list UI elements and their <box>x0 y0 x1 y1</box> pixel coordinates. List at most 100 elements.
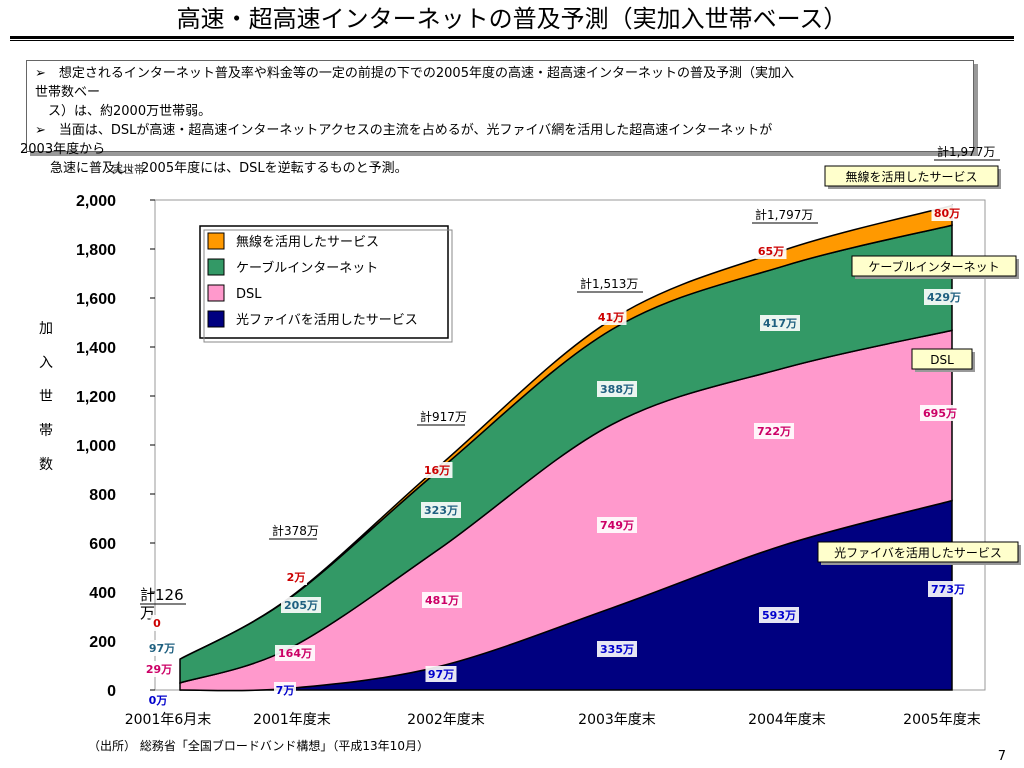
data-label-2: 205万 <box>284 599 318 612</box>
data-label-3: 65万 <box>758 245 784 258</box>
data-label-2: 417万 <box>763 317 797 330</box>
title-rule <box>10 36 1014 39</box>
legend-swatch <box>207 258 225 276</box>
data-label-bg <box>924 289 964 305</box>
data-label-3: 16万 <box>424 464 450 477</box>
data-label-bg <box>920 405 960 421</box>
data-label-2: 97万 <box>149 642 175 655</box>
y-tick-label: 400 <box>89 585 116 602</box>
y-tick-label: 1,800 <box>76 242 116 259</box>
data-label-1: 722万 <box>757 425 791 438</box>
legend-overlap-text: 実世帯 <box>112 162 145 176</box>
data-label-3: 41万 <box>598 311 624 324</box>
legend-shadow <box>203 229 453 343</box>
data-label-1: 481万 <box>425 594 459 607</box>
data-label-2: 429万 <box>927 291 961 304</box>
x-tick-label: 2005年度末 <box>903 712 981 728</box>
title-rule-thin <box>10 40 1014 41</box>
callout-box <box>911 348 973 370</box>
data-label-2: 388万 <box>600 383 634 396</box>
data-label-bg <box>274 682 296 698</box>
y-tick-label: 1,000 <box>76 438 116 455</box>
legend-label: ケーブルインターネット <box>236 260 378 276</box>
y-tick-label: 800 <box>89 487 116 504</box>
callout-box <box>817 541 1019 563</box>
data-label-bg <box>146 640 178 656</box>
legend-label: DSL <box>236 287 262 302</box>
total-label: 計126 <box>140 586 184 604</box>
data-label-0: 335万 <box>600 643 634 656</box>
data-label-bg <box>275 645 315 661</box>
data-label-0: 7万 <box>276 684 295 697</box>
data-label-bg <box>595 309 627 325</box>
page-title: 高速・超高速インターネットの普及予測（実加入世帯ベース） <box>176 5 848 33</box>
data-label-bg <box>143 661 175 677</box>
data-label-bg <box>285 569 307 585</box>
data-label-3: 80万 <box>934 207 960 220</box>
legend-label: 光ファイバを活用したサービス <box>236 313 418 328</box>
callout-3: 光ファイバを活用したサービス <box>834 546 1002 560</box>
data-label-bg <box>597 641 637 657</box>
data-label-bg <box>754 423 794 439</box>
y-tick-label: 1,200 <box>76 389 116 406</box>
data-label-bg <box>147 692 169 708</box>
note-line-1: ➢ 想定されるインターネット普及率や料金等の一定の前提の下での2005年度の高速… <box>35 66 794 81</box>
data-label-0: 0万 <box>149 694 168 707</box>
data-label-bg <box>759 607 799 623</box>
data-label-bg <box>421 502 461 518</box>
y-tick-label: 2,000 <box>76 193 116 210</box>
data-label-0: 593万 <box>762 609 796 622</box>
y-axis-title-char: 加 <box>39 321 53 337</box>
data-label-bg <box>597 517 637 533</box>
y-axis-title-char: 入 <box>39 355 53 371</box>
y-tick-label: 600 <box>89 536 116 553</box>
data-label-1: 749万 <box>600 519 634 532</box>
total-label: 計1,797万 <box>755 207 813 222</box>
data-label-bg <box>422 592 462 608</box>
data-label-bg <box>281 597 321 613</box>
callout-box <box>851 255 1017 277</box>
data-label-bg <box>755 243 787 259</box>
data-label-2: 323万 <box>424 504 458 517</box>
data-label-3: 2万 <box>287 571 306 584</box>
data-label-bg <box>928 581 968 597</box>
data-label-bg <box>931 205 963 221</box>
note-line-2b: 2003年度から <box>20 142 106 157</box>
data-label-0: 773万 <box>931 583 965 596</box>
total-label: 計1,977万 <box>937 144 995 159</box>
data-label-1: 695万 <box>923 407 957 420</box>
y-tick-label: 1,400 <box>76 340 116 357</box>
y-tick-label: 200 <box>89 634 116 651</box>
data-label-bg <box>597 381 637 397</box>
y-tick-label: 0 <box>107 683 116 700</box>
data-label-bg <box>150 615 164 631</box>
data-label-bg <box>760 315 800 331</box>
data-label-bg <box>425 666 457 682</box>
legend-label: 無線を活用したサービス <box>236 234 379 250</box>
source-note: （出所） 総務省「全国ブロードバンド構想」（平成13年10月） <box>88 739 429 753</box>
legend-swatch <box>207 310 225 328</box>
y-axis-title-char: 帯 <box>39 423 53 439</box>
data-label-1: 29万 <box>146 663 172 676</box>
data-label-1: 164万 <box>278 647 312 660</box>
callout-box <box>824 165 999 187</box>
y-axis-title-char: 数 <box>39 457 53 473</box>
data-label-bg <box>421 462 453 478</box>
summary-notes: ➢ 想定されるインターネット普及率や料金等の一定の前提の下での2005年度の高速… <box>26 60 974 152</box>
callout-1: ケーブルインターネット <box>868 259 999 274</box>
note-line-2: ➢ 当面は、DSLが高速・超高速インターネットアクセスの主流を占めるが、光ファイ… <box>35 123 773 138</box>
legend-box <box>199 225 449 339</box>
x-tick-label: 2003年度末 <box>578 712 656 728</box>
callout-2: DSL <box>930 353 954 367</box>
slide-number: 7 <box>997 749 1006 764</box>
callout-0: 無線を活用したサービス <box>845 169 977 184</box>
y-tick-label: 1,600 <box>76 291 116 308</box>
total-label: 計917万 <box>420 409 467 424</box>
note-line-1c: ス）は、約2000万世帯弱。 <box>35 104 212 119</box>
total-label: 計378万 <box>272 523 319 538</box>
note-line-2c: 急速に普及し、2005年度には、DSLを逆転するものと予測。 <box>50 161 408 176</box>
note-line-1b: 世帯数ベー <box>35 85 101 100</box>
x-tick-label: 2001年6月末 <box>125 712 212 728</box>
x-tick-label: 2004年度末 <box>748 712 826 728</box>
